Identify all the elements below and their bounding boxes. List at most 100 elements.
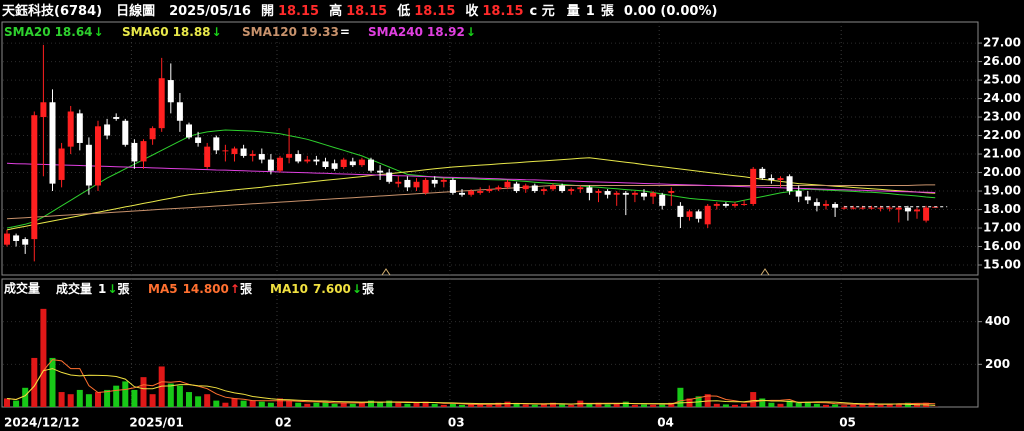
volume-bar	[49, 357, 56, 407]
volume-bar	[741, 403, 748, 407]
candle-body	[231, 148, 238, 155]
candle-body	[813, 202, 820, 206]
candle-body	[804, 196, 811, 201]
volume-bar	[459, 404, 465, 407]
ma-line	[6, 129, 936, 229]
volume-bar	[613, 403, 620, 407]
candle-body	[104, 124, 111, 136]
volume-bar	[759, 398, 766, 407]
volume-bar	[486, 404, 493, 407]
candle-body	[295, 154, 302, 162]
field-label: 收	[465, 3, 479, 19]
candle-body	[513, 183, 520, 192]
volume-bar	[895, 403, 902, 407]
candle-body	[31, 115, 38, 240]
volume-bar	[13, 400, 20, 407]
x-tick-label: 05	[839, 416, 856, 430]
candle-body	[795, 191, 802, 197]
volume-bar	[568, 404, 575, 407]
candle-body	[777, 178, 784, 180]
y-tick-label: 200	[985, 357, 1010, 371]
volume-bar	[40, 308, 47, 407]
volume-bar	[58, 392, 65, 407]
candle-body	[395, 181, 402, 184]
volume-bar	[550, 402, 556, 407]
volume-bar	[604, 404, 611, 407]
legend-entry: SMA60 18.88↓	[122, 25, 222, 39]
volume-bar	[313, 402, 320, 407]
candle-body	[695, 211, 702, 219]
volume-bar	[504, 401, 511, 407]
volume-bar	[231, 398, 238, 407]
volume-bar	[368, 400, 374, 407]
volume-bar	[277, 398, 283, 407]
candle-body	[386, 172, 393, 182]
marker	[760, 268, 770, 276]
stock-name: 天鈺科技(6784)	[2, 3, 102, 19]
legend-name: SMA240	[368, 25, 423, 39]
volume-bar	[804, 401, 811, 407]
candle-body	[358, 159, 365, 166]
legend-trend: ↓	[107, 282, 117, 296]
candle-body	[850, 207, 857, 209]
volume-bar	[468, 404, 475, 407]
volume-bar	[732, 404, 738, 407]
y-tick-label: 21.00	[983, 147, 1021, 161]
candle-body	[659, 194, 666, 206]
volume-bar	[95, 392, 101, 407]
marks	[4, 44, 948, 407]
legend-trend: ↓	[94, 25, 104, 39]
candle-body	[577, 187, 584, 190]
x-tick-label: 2025/01	[129, 416, 183, 430]
volume-bar	[677, 387, 684, 407]
candle-body	[786, 176, 793, 192]
candle-body	[85, 144, 92, 186]
candle-body	[641, 192, 647, 197]
legend-entry: MA5 14.800↑張	[148, 282, 253, 296]
candle-body	[631, 192, 638, 195]
legend-unit: 張	[240, 282, 253, 296]
candle-body	[650, 192, 657, 197]
volume-bar	[386, 400, 393, 407]
volume-bar	[795, 402, 802, 407]
volume-bar	[495, 402, 502, 407]
volume-bar	[22, 387, 29, 407]
y-tick-label: 20.00	[983, 165, 1021, 179]
candle-body	[468, 191, 475, 195]
candle-body	[331, 163, 338, 169]
candle-body	[595, 191, 602, 193]
volume-bar	[841, 405, 848, 407]
candle-body	[286, 154, 293, 158]
volume-bar	[659, 403, 666, 407]
legend-value: 18.92	[427, 25, 465, 39]
y-tick-label: 26.00	[983, 54, 1021, 68]
volume-bar	[340, 402, 347, 407]
volume-bar	[886, 403, 893, 407]
legend-value: 18.64	[55, 25, 93, 39]
legend-unit: 張	[117, 282, 130, 296]
volume-bar	[850, 404, 857, 407]
volume-bar	[449, 403, 456, 407]
legend-name: MA5	[148, 282, 178, 296]
field-value: 18.15	[278, 4, 319, 19]
candle-body	[713, 203, 720, 206]
volume-bar	[768, 402, 775, 407]
volume-bar	[186, 392, 192, 407]
volume-bar	[249, 400, 256, 407]
candle-body	[741, 203, 748, 205]
legend-trend: ↓	[352, 282, 362, 296]
volume-bar	[595, 402, 602, 407]
candle-body	[904, 207, 911, 212]
volume-bar	[195, 396, 202, 407]
candle-body	[586, 187, 593, 193]
x-tick-label: 03	[448, 416, 465, 430]
y-tick-label: 19.00	[983, 184, 1021, 198]
volume-bar	[131, 389, 138, 407]
volume-bar	[650, 404, 657, 407]
field-value: 18.15	[414, 4, 455, 19]
field-label: 低	[396, 3, 410, 19]
candle-body	[914, 209, 920, 212]
candle-body	[4, 233, 10, 245]
field-value: 18.15	[346, 4, 387, 19]
